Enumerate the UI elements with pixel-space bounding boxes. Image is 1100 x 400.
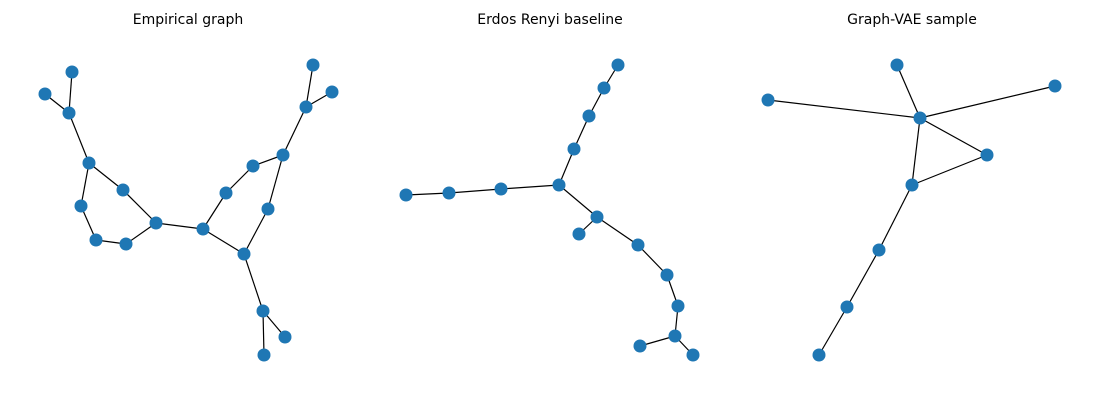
graph-edge bbox=[818, 306, 848, 356]
panel-empirical-graph bbox=[38, 58, 339, 362]
graph-node bbox=[611, 58, 625, 72]
graph-edge bbox=[282, 106, 307, 156]
panel-title-empirical-graph: Empirical graph bbox=[132, 12, 244, 28]
graph-edge bbox=[68, 112, 90, 164]
graph-node bbox=[1048, 79, 1062, 93]
graph-edge bbox=[767, 99, 921, 119]
graph-node bbox=[442, 186, 456, 200]
graph-node bbox=[980, 148, 994, 162]
graph-node bbox=[306, 58, 320, 72]
graph-node bbox=[256, 304, 270, 318]
graph-node bbox=[116, 183, 130, 197]
graph-node bbox=[257, 348, 271, 362]
graph-node bbox=[905, 178, 919, 192]
graph-edge bbox=[155, 222, 204, 230]
graph-edge bbox=[88, 162, 124, 191]
graph-edge bbox=[911, 117, 921, 186]
graph-node bbox=[278, 330, 292, 344]
graph-node bbox=[196, 222, 210, 236]
graph-node bbox=[633, 339, 647, 353]
graph-node bbox=[590, 210, 604, 224]
graph-edge bbox=[262, 310, 265, 356]
graph-node bbox=[631, 238, 645, 252]
graph-node bbox=[276, 148, 290, 162]
graph-edge bbox=[80, 162, 90, 207]
graph-edge bbox=[919, 117, 988, 156]
graph-edge bbox=[637, 244, 668, 276]
graph-node bbox=[62, 106, 76, 120]
graph-node bbox=[246, 159, 260, 173]
graph-edge bbox=[202, 228, 245, 255]
graph-node bbox=[299, 100, 313, 114]
graph-node bbox=[872, 243, 886, 257]
graph-node bbox=[237, 247, 251, 261]
graph-node bbox=[913, 111, 927, 125]
erdos-renyi-baseline-nodes bbox=[399, 58, 700, 362]
graph-edge bbox=[243, 253, 264, 312]
graph-edge bbox=[448, 188, 502, 194]
graph-edge bbox=[919, 85, 1056, 119]
graph-node bbox=[261, 202, 275, 216]
graph-edge bbox=[202, 192, 227, 230]
graph-edge bbox=[878, 184, 913, 251]
graph-node bbox=[219, 186, 233, 200]
graph-node bbox=[119, 237, 133, 251]
graph-node bbox=[572, 227, 586, 241]
graph-edge bbox=[243, 208, 269, 255]
graph-node bbox=[890, 58, 904, 72]
graph-edge bbox=[305, 64, 314, 108]
empirical-graph-nodes bbox=[38, 58, 339, 362]
graph-vae-sample-edges bbox=[767, 64, 1056, 356]
graph-node bbox=[82, 156, 96, 170]
graph-node bbox=[668, 329, 682, 343]
graph-node bbox=[812, 348, 826, 362]
graph-node bbox=[89, 233, 103, 247]
panel-title-erdos-renyi-baseline: Erdos Renyi baseline bbox=[477, 12, 623, 28]
graph-edge bbox=[122, 189, 157, 224]
graph-edge bbox=[911, 154, 988, 186]
graph-edge bbox=[896, 64, 921, 119]
graph-node bbox=[399, 188, 413, 202]
graph-edge bbox=[267, 154, 284, 210]
graph-edge bbox=[405, 192, 450, 196]
graph-vae-sample-nodes bbox=[761, 58, 1062, 362]
graph-edge bbox=[596, 216, 639, 246]
graph-node bbox=[149, 216, 163, 230]
graph-edge bbox=[500, 184, 560, 190]
graph-node bbox=[582, 109, 596, 123]
erdos-renyi-baseline-edges bbox=[405, 64, 694, 356]
graph-node bbox=[761, 93, 775, 107]
graph-node bbox=[494, 182, 508, 196]
graph-node bbox=[567, 142, 581, 156]
graph-node bbox=[552, 178, 566, 192]
panel-title-graph-vae-sample: Graph-VAE sample bbox=[847, 12, 977, 28]
graph-edge bbox=[846, 249, 880, 308]
graph-node bbox=[65, 65, 79, 79]
graph-node bbox=[38, 87, 52, 101]
graph-node bbox=[325, 85, 339, 99]
graph-edge bbox=[558, 184, 598, 218]
empirical-graph-edges bbox=[44, 64, 333, 356]
graph-node bbox=[686, 348, 700, 362]
graph-node bbox=[597, 81, 611, 95]
panel-erdos-renyi-baseline bbox=[399, 58, 700, 362]
graph-node bbox=[660, 268, 674, 282]
graph-node bbox=[74, 199, 88, 213]
graph-node bbox=[840, 300, 854, 314]
graph-edge bbox=[68, 71, 73, 114]
panel-graph-vae-sample bbox=[761, 58, 1062, 362]
graph-node bbox=[671, 299, 685, 313]
